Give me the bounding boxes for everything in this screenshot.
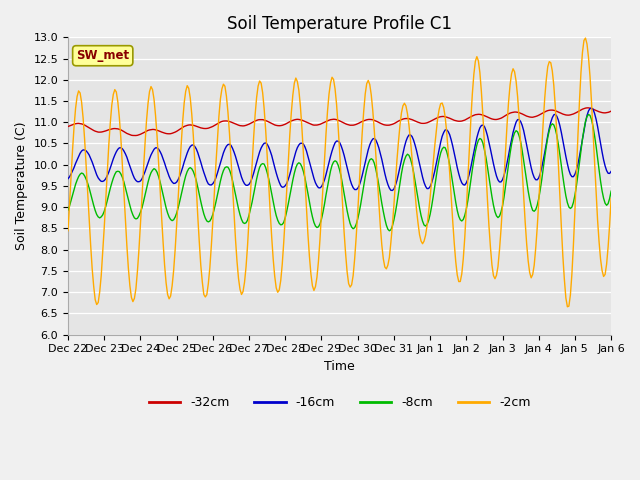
Y-axis label: Soil Temperature (C): Soil Temperature (C) (15, 121, 28, 250)
Legend: -32cm, -16cm, -8cm, -2cm: -32cm, -16cm, -8cm, -2cm (143, 391, 536, 414)
X-axis label: Time: Time (324, 360, 355, 373)
Title: Soil Temperature Profile C1: Soil Temperature Profile C1 (227, 15, 452, 33)
Text: SW_met: SW_met (76, 49, 129, 62)
